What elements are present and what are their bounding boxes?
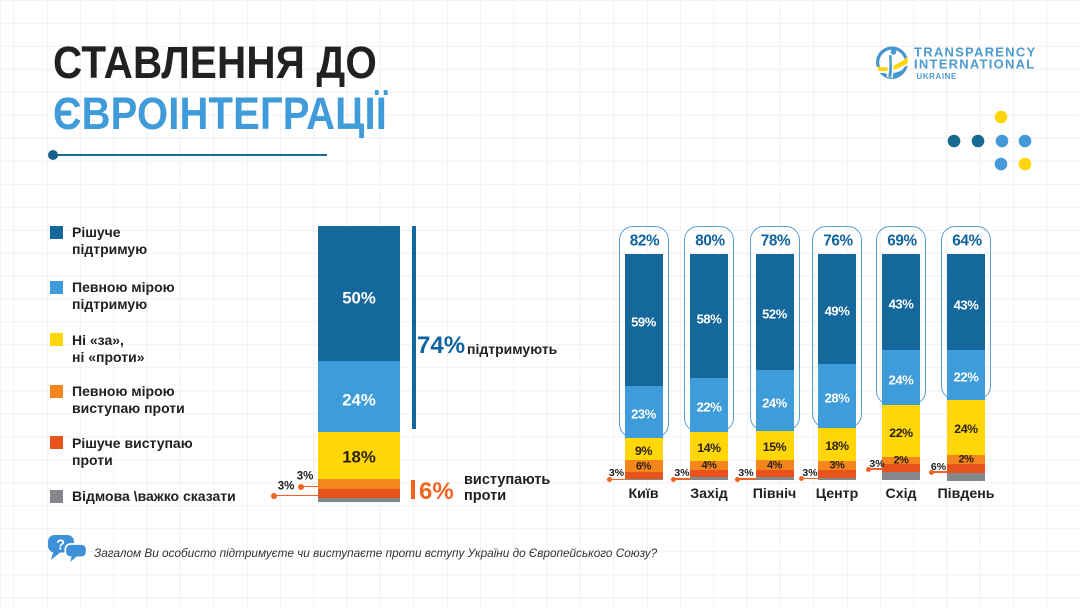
svg-text:?: ? (56, 537, 65, 553)
svg-text:TRANSPARENCY: TRANSPARENCY (914, 45, 1036, 60)
svg-text:UKRAINE: UKRAINE (917, 72, 957, 81)
svg-text:INTERNATIONAL: INTERNATIONAL (914, 57, 1035, 72)
